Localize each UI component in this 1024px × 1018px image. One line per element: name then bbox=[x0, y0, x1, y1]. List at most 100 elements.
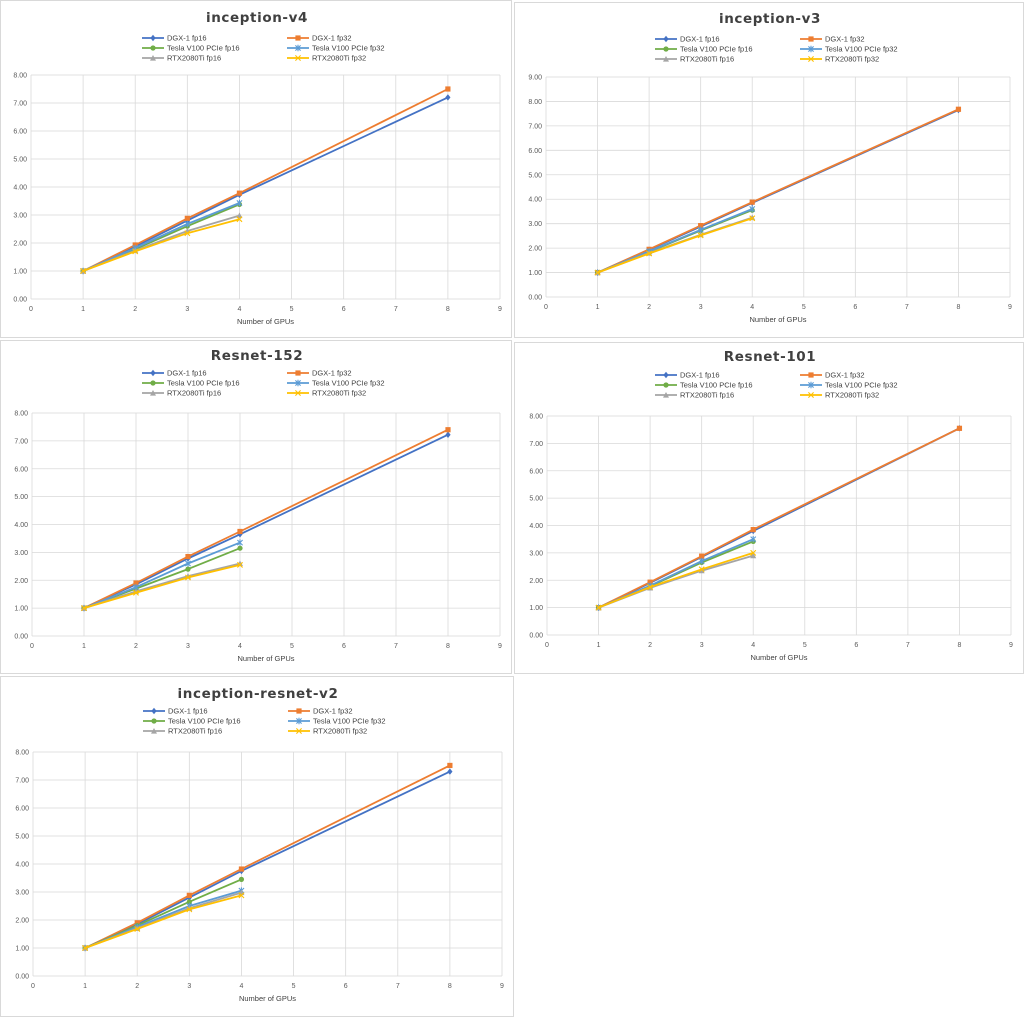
data-point bbox=[594, 269, 601, 276]
x-tick-label: 9 bbox=[500, 983, 504, 990]
y-tick-label: 5.00 bbox=[529, 496, 543, 503]
data-point bbox=[237, 539, 243, 546]
legend: DGX-1 fp16 DGX-1 fp32 Tesla V100 PCIe fp16… bbox=[142, 34, 385, 63]
x-tick-label: 5 bbox=[290, 306, 294, 313]
legend-item: DGX-1 fp32 bbox=[800, 35, 865, 44]
legend-marker bbox=[295, 370, 301, 376]
x-tick-label: 2 bbox=[133, 306, 137, 313]
x-axis-label: Number of GPUs bbox=[750, 653, 807, 662]
y-tick-label: 6.00 bbox=[528, 148, 542, 155]
legend-item: DGX-1 fp32 bbox=[288, 707, 353, 716]
chart-title: Resnet-152 bbox=[211, 348, 304, 364]
legend-item: DGX-1 fp16 bbox=[142, 369, 207, 378]
data-point bbox=[132, 248, 139, 255]
legend-item: RTX2080Ti fp32 bbox=[288, 727, 367, 736]
legend-marker bbox=[151, 718, 157, 724]
y-tick-label: 3.00 bbox=[13, 213, 27, 220]
data-point bbox=[185, 574, 191, 581]
x-tick-label: 3 bbox=[699, 304, 703, 311]
y-tick-label: 8.00 bbox=[15, 750, 29, 757]
y-tick-label: 9.00 bbox=[528, 75, 542, 82]
legend-marker bbox=[295, 55, 301, 61]
legend-label: RTX2080Ti fp16 bbox=[167, 54, 221, 63]
x-tick-label: 2 bbox=[647, 304, 651, 311]
y-tick-label: 3.00 bbox=[528, 221, 542, 228]
legend-item: RTX2080Ti fp16 bbox=[655, 55, 734, 64]
legend-marker bbox=[663, 35, 669, 43]
x-tick-label: 6 bbox=[342, 643, 346, 650]
x-tick-label: 5 bbox=[290, 643, 294, 650]
legend-item: Tesla V100 PCIe fp32 bbox=[287, 44, 385, 53]
series-rtx2080ti-fp16 bbox=[595, 552, 757, 611]
legend-item: Tesla V100 PCIe fp32 bbox=[287, 379, 385, 388]
legend-label: RTX2080Ti fp16 bbox=[680, 55, 734, 64]
legend-item: Tesla V100 PCIe fp16 bbox=[143, 717, 241, 726]
data-point bbox=[956, 425, 963, 431]
y-tick-label: 3.00 bbox=[14, 550, 28, 557]
legend-label: Tesla V100 PCIe fp16 bbox=[167, 379, 240, 388]
x-tick-label: 6 bbox=[342, 306, 346, 313]
y-tick-label: 5.00 bbox=[528, 172, 542, 179]
x-tick-label: 4 bbox=[237, 306, 241, 313]
legend-label: RTX2080Ti fp32 bbox=[825, 391, 879, 400]
legend-marker bbox=[808, 56, 814, 62]
data-point bbox=[184, 215, 190, 221]
gridlines bbox=[32, 751, 503, 977]
y-tick-label: 2.00 bbox=[15, 918, 29, 925]
series-rtx2080ti-fp32 bbox=[81, 561, 243, 612]
legend-marker bbox=[151, 728, 157, 734]
legend-item: Tesla V100 PCIe fp16 bbox=[655, 381, 753, 390]
x-axis-label: Number of GPUs bbox=[237, 317, 294, 326]
legend-label: DGX-1 fp16 bbox=[167, 34, 207, 43]
data-point bbox=[646, 250, 653, 257]
y-tick-label: 7.00 bbox=[14, 438, 28, 445]
legend-marker bbox=[808, 381, 814, 389]
legend-marker bbox=[663, 46, 669, 52]
data-point bbox=[647, 579, 653, 585]
data-point bbox=[236, 212, 243, 219]
x-tick-label: 0 bbox=[30, 643, 34, 650]
y-tick-label: 6.00 bbox=[15, 806, 29, 813]
x-tick-label: 2 bbox=[135, 983, 139, 990]
legend: DGX-1 fp16 DGX-1 fp32 Tesla V100 PCIe fp16… bbox=[142, 369, 385, 398]
legend-marker bbox=[808, 392, 814, 398]
legend-item: Tesla V100 PCIe fp32 bbox=[800, 45, 898, 54]
x-tick-label: 9 bbox=[1009, 642, 1013, 649]
legend-item: RTX2080Ti fp16 bbox=[142, 389, 221, 398]
y-tick-label: 8.00 bbox=[528, 99, 542, 106]
y-tick-label: 8.00 bbox=[13, 73, 27, 80]
chart-panel-resnet-101: Resnet-101 0.00 1.00 2.00 3.00 4.00 5.00 6.00 7.… bbox=[514, 342, 1024, 674]
x-tick-label: 6 bbox=[344, 983, 348, 990]
legend-label: RTX2080Ti fp16 bbox=[168, 727, 222, 736]
data-point bbox=[447, 768, 453, 775]
series-dgx-1-fp32 bbox=[82, 762, 453, 951]
series-dgx-1-fp32 bbox=[81, 427, 451, 611]
data-point bbox=[445, 427, 451, 433]
y-tick-label: 5.00 bbox=[13, 157, 27, 164]
y-tick-label: 0.00 bbox=[13, 297, 27, 304]
legend-marker bbox=[150, 45, 156, 51]
gridlines bbox=[546, 415, 1012, 636]
legend-label: DGX-1 fp32 bbox=[825, 35, 865, 44]
chart-panel-inception-v3: inception-v3 0.00 1.00 2.00 3.00 4.00 5.00 6.00… bbox=[514, 2, 1024, 338]
legend: DGX-1 fp16 DGX-1 fp32 Tesla V100 PCIe fp16… bbox=[655, 371, 898, 400]
legend-item: DGX-1 fp32 bbox=[287, 34, 352, 43]
legend-item: RTX2080Ti fp32 bbox=[800, 55, 879, 64]
legend-marker bbox=[663, 56, 669, 62]
x-tick-label: 0 bbox=[545, 642, 549, 649]
data-point bbox=[134, 920, 140, 926]
legend-label: DGX-1 fp16 bbox=[680, 371, 720, 380]
legend-marker bbox=[663, 392, 669, 398]
y-tick-label: 7.00 bbox=[15, 778, 29, 785]
data-point bbox=[955, 106, 962, 112]
x-tick-label: 4 bbox=[239, 983, 243, 990]
legend-item: DGX-1 fp16 bbox=[143, 707, 208, 716]
y-tick-label: 6.00 bbox=[529, 468, 543, 475]
y-tick-label: 6.00 bbox=[14, 466, 28, 473]
x-tick-label: 4 bbox=[750, 304, 754, 311]
x-tick-label: 4 bbox=[751, 642, 755, 649]
data-point bbox=[698, 566, 705, 573]
data-point bbox=[647, 584, 654, 591]
legend-marker bbox=[808, 372, 814, 378]
legend-marker bbox=[151, 707, 157, 715]
